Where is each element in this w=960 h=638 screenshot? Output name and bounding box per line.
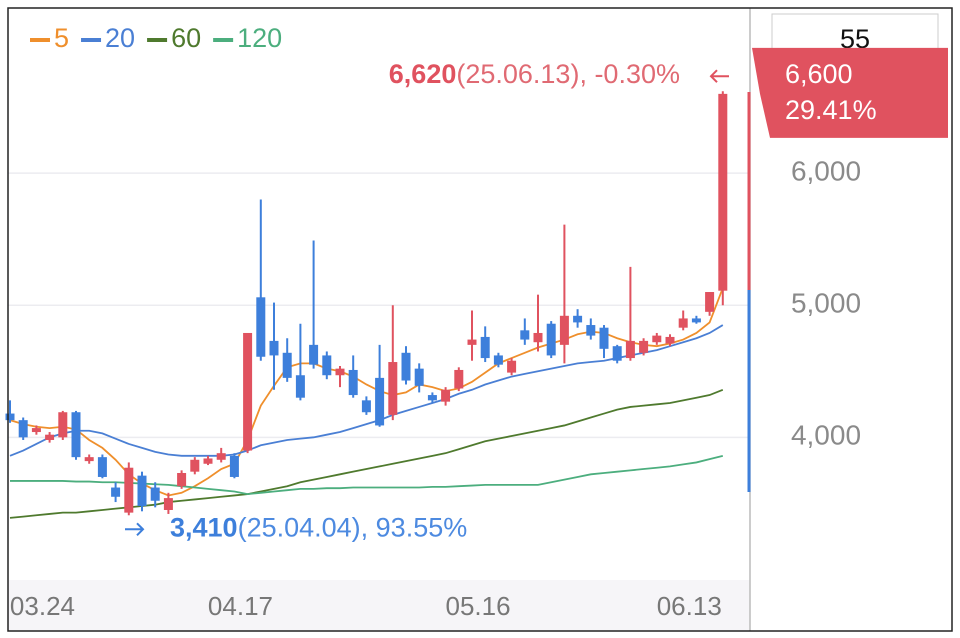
candle-body: [414, 368, 424, 386]
candle-body: [533, 332, 543, 343]
x-tick-label: 05.16: [446, 591, 511, 621]
candle-body: [203, 458, 213, 464]
candle-body: [599, 327, 609, 349]
candle-body: [190, 459, 200, 472]
candle-body: [335, 368, 345, 376]
candle-body: [718, 93, 728, 291]
candle-body: [678, 318, 688, 328]
candle-body: [559, 315, 569, 345]
candle-body: [295, 375, 305, 398]
y-tick-label: 5,000: [791, 288, 861, 319]
candle-body: [269, 340, 279, 356]
x-tick-label: 03.24: [10, 591, 75, 621]
candle-body: [639, 340, 649, 353]
candle-body: [18, 420, 28, 438]
candle-body: [480, 336, 490, 359]
current-price: 6,600: [785, 59, 853, 89]
candle-body: [507, 360, 517, 373]
candle-body: [454, 369, 464, 389]
min-arrow: [125, 522, 145, 536]
candle-body: [652, 335, 662, 343]
candle-body: [124, 467, 134, 513]
candle-body: [625, 340, 635, 359]
candle-body: [546, 323, 556, 356]
candle-body: [691, 318, 701, 323]
legend-label: 60: [171, 23, 201, 53]
period-box: [771, 13, 939, 51]
candle-body: [665, 336, 675, 344]
candle-body: [573, 315, 583, 323]
overlay: 6,620(25.06.13), -0.30% 3,410(25.04.04), …: [125, 47, 948, 542]
candle-body: [5, 413, 15, 421]
x-axis-strip: [8, 580, 750, 631]
max-arrow: [709, 69, 729, 83]
candle-body: [322, 355, 332, 376]
candle-body: [111, 487, 121, 497]
ma-line: [9, 324, 724, 457]
candle-body: [705, 292, 715, 312]
candle-body: [150, 487, 160, 501]
candle-body: [586, 325, 596, 336]
candle-body: [401, 352, 411, 381]
candle-body: [361, 400, 371, 413]
plot: [5, 91, 728, 519]
grid: [8, 172, 750, 439]
candle-body: [71, 412, 81, 458]
candle-body: [309, 344, 319, 365]
candle-body: [388, 362, 398, 415]
current-change: 29.41%: [785, 95, 877, 125]
candle-body: [282, 352, 292, 378]
candle-body: [467, 339, 477, 345]
candle-body: [243, 332, 253, 451]
current-price-box: [752, 47, 948, 138]
candle-body: [84, 457, 94, 462]
candle-body: [520, 330, 530, 340]
candle-body: [493, 355, 503, 365]
min-detail: (25.04.04), 93.55%: [238, 512, 468, 542]
max-detail: (25.06.13), -0.30%: [456, 59, 680, 89]
y-tick-label: 4,000: [791, 420, 861, 451]
candle-body: [58, 412, 68, 438]
candle-body: [97, 457, 107, 477]
y-tick-label: 6,000: [791, 156, 861, 187]
candle-body: [427, 395, 437, 401]
legend-label: 120: [237, 23, 282, 53]
min-annotation: 3,410(25.04.04), 93.55%: [170, 512, 467, 542]
max-annotation: 6,620(25.06.13), -0.30%: [389, 59, 680, 89]
legend-label: 5: [54, 23, 69, 53]
legend-label: 20: [105, 23, 135, 53]
x-tick-label: 06.13: [657, 591, 722, 621]
candle-body: [137, 475, 147, 507]
min-value: 3,410: [170, 512, 238, 542]
candle-body: [256, 297, 266, 357]
candle-body: [612, 346, 622, 361]
legend: 5 20 60 120: [30, 23, 282, 53]
frame: [7, 7, 953, 632]
candle-body: [163, 498, 173, 510]
candle-body: [216, 453, 226, 460]
candle-body: [348, 369, 358, 396]
candle-body: [441, 389, 451, 402]
x-tick-label: 04.17: [208, 591, 273, 621]
candle-body: [45, 434, 55, 440]
candle-body: [375, 377, 385, 426]
candle-body: [177, 472, 187, 487]
candle-body: [229, 455, 239, 477]
max-value: 6,620: [389, 59, 457, 89]
candle-body: [31, 428, 41, 433]
